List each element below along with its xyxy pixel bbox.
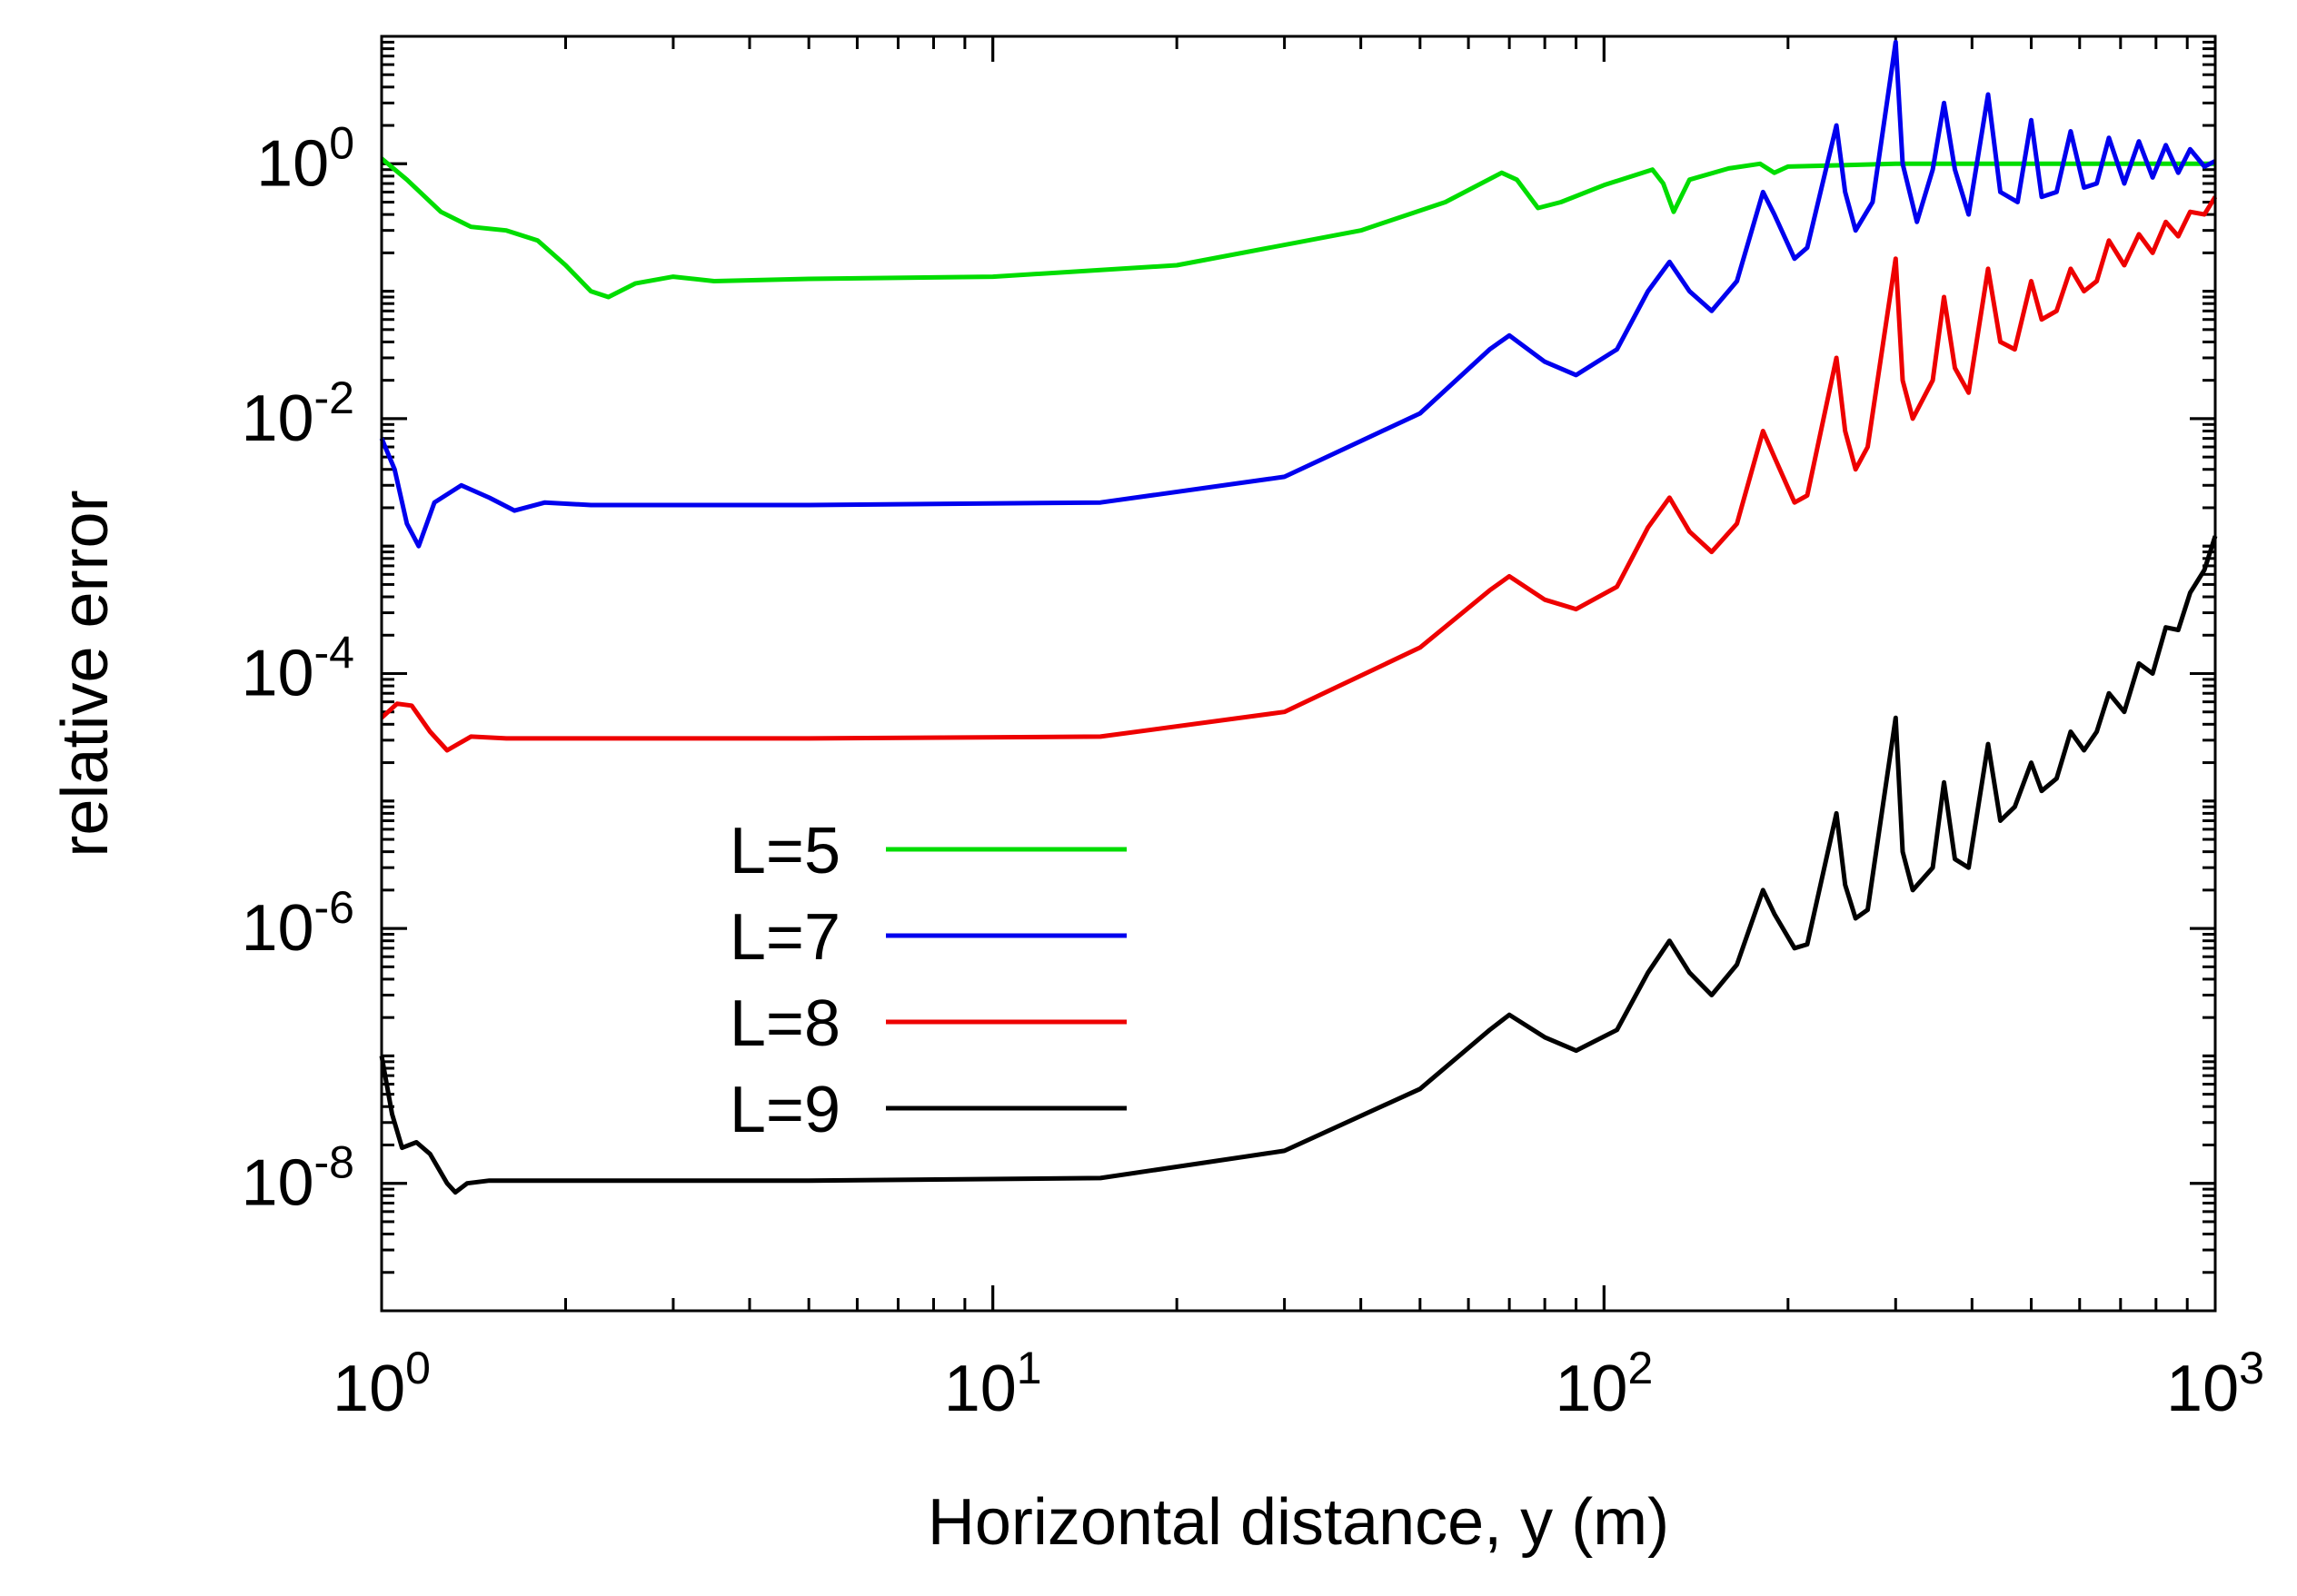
series-line-l8 bbox=[380, 195, 2218, 753]
series-line-l5 bbox=[380, 156, 2215, 300]
legend-label: L=7 bbox=[730, 901, 840, 974]
y-axis-title: relative error bbox=[49, 490, 122, 857]
y-tick-label-exponent: -6 bbox=[314, 882, 354, 933]
series-line-l9 bbox=[379, 535, 2218, 1195]
x-tick-label: 101 bbox=[944, 1343, 1042, 1425]
x-tick-label: 103 bbox=[2166, 1343, 2264, 1425]
x-tick-label-base: 10 bbox=[944, 1353, 1017, 1425]
legend-label: L=5 bbox=[730, 815, 840, 887]
axis-ticks bbox=[380, 35, 2217, 1313]
y-tick-label-exponent: -8 bbox=[314, 1137, 354, 1188]
series-line-l7 bbox=[379, 39, 2217, 549]
legend: L=5 L=7 L=8 L=9 bbox=[730, 815, 1127, 1146]
x-tick-label-exponent: 1 bbox=[1017, 1343, 1042, 1393]
x-tick-label-exponent: 3 bbox=[2239, 1343, 2264, 1393]
x-axis-title: Horizontal distance, y (m) bbox=[928, 1486, 1669, 1559]
y-tick-label: 10-8 bbox=[241, 1137, 354, 1220]
y-tick-label: 100 bbox=[256, 117, 354, 200]
series-layer bbox=[379, 39, 2218, 1195]
x-tick-label-base: 10 bbox=[2166, 1353, 2239, 1425]
x-tick-label-base: 10 bbox=[333, 1353, 405, 1425]
y-tick-label-base: 10 bbox=[241, 638, 313, 710]
y-tick-label: 10-6 bbox=[241, 882, 354, 965]
x-tick-label: 102 bbox=[1555, 1343, 1653, 1425]
y-tick-label-base: 10 bbox=[241, 1147, 313, 1220]
plot-frame bbox=[380, 35, 2217, 1313]
y-tick-label-base: 10 bbox=[241, 892, 313, 965]
x-tick-label: 100 bbox=[333, 1343, 431, 1425]
y-tick-label: 10-4 bbox=[241, 628, 354, 710]
y-tick-label-base: 10 bbox=[241, 382, 313, 455]
x-tick-label-exponent: 0 bbox=[405, 1343, 431, 1393]
legend-label: L=8 bbox=[730, 987, 840, 1060]
y-tick-label-exponent: 0 bbox=[329, 117, 354, 168]
y-tick-label-exponent: -4 bbox=[314, 628, 354, 679]
y-tick-label-exponent: -2 bbox=[314, 372, 354, 423]
legend-label: L=9 bbox=[730, 1074, 840, 1146]
y-tick-label: 10-2 bbox=[241, 372, 354, 455]
y-tick-label-base: 10 bbox=[256, 127, 329, 200]
x-tick-label-exponent: 2 bbox=[1627, 1343, 1653, 1393]
x-tick-label-base: 10 bbox=[1555, 1353, 1627, 1425]
